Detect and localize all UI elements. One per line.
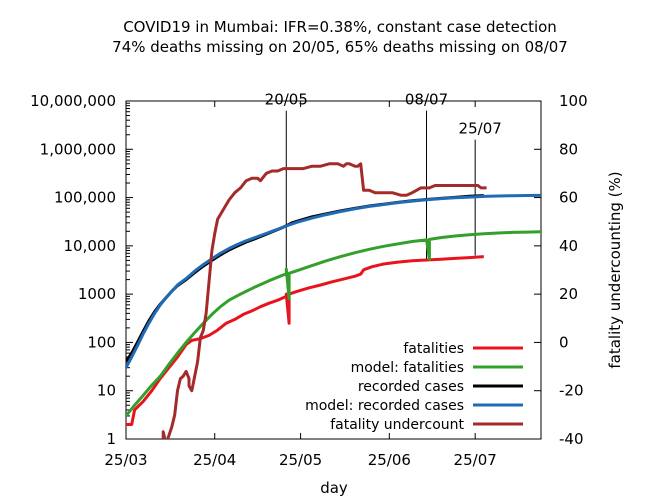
x-tick-label: 25/03 <box>104 451 147 469</box>
y2-tick-label: 100 <box>559 92 588 110</box>
y2-axis-ticks: -40 -20 0 20 40 60 80 100 <box>534 92 588 448</box>
y-axis-ticks: 1 10 100 1000 10,000 100,000 1,000,000 10,000,0… <box>30 92 133 448</box>
annotation-label: 25/07 <box>459 120 502 138</box>
y2-tick-label: 0 <box>559 333 569 351</box>
series-lines <box>126 162 541 439</box>
legend-label-fatalities: fatalities <box>403 341 464 357</box>
x-axis-label: day <box>320 479 348 497</box>
annotations: 20/05 08/07 25/07 <box>265 91 502 275</box>
y2-tick-label: 60 <box>559 189 578 207</box>
legend-label-model-recorded-cases: model: recorded cases <box>305 398 464 414</box>
x-tick-label: 25/04 <box>193 451 236 469</box>
x-tick-label: 25/05 <box>279 451 322 469</box>
y2-tick-label: -20 <box>559 382 584 400</box>
legend-label-model-fatalities: model: fatalities <box>351 360 464 376</box>
y2-tick-label: -40 <box>559 430 584 448</box>
chart-title: COVID19 in Mumbai: IFR=0.38%, constant c… <box>123 18 557 36</box>
y-tick-label: 10,000,000 <box>30 92 116 110</box>
plot-frame <box>125 100 542 440</box>
y-tick-label: 10 <box>97 382 116 400</box>
legend-label-fatality-undercount: fatality undercount <box>330 417 464 433</box>
series-line-fatality-undercount <box>161 162 487 439</box>
y-tick-label: 10,000 <box>64 237 117 255</box>
series-line-fatalities <box>126 255 484 426</box>
y-tick-label: 1,000,000 <box>40 140 116 158</box>
y-tick-label: 100 <box>87 333 116 351</box>
y2-tick-label: 40 <box>559 237 578 255</box>
chart-subtitle: 74% deaths missing on 20/05, 65% deaths … <box>112 38 568 56</box>
legend-label-recorded-cases: recorded cases <box>358 379 464 395</box>
x-axis-ticks: 25/03 25/04 25/05 25/06 25/07 <box>104 101 497 469</box>
series-line-model-fatalities <box>126 230 541 417</box>
plot-border <box>125 100 542 440</box>
y2-axis-label: fatality undercounting (%) <box>606 171 624 368</box>
x-tick-label: 25/06 <box>368 451 411 469</box>
y-tick-label: 100,000 <box>54 189 116 207</box>
annotation-label: 20/05 <box>265 91 308 109</box>
y-tick-label: 1000 <box>78 285 116 303</box>
series-line-model-recorded-cases <box>126 193 541 369</box>
x-tick-label: 25/07 <box>454 451 497 469</box>
y2-tick-label: 20 <box>559 285 578 303</box>
annotation-label: 08/07 <box>405 91 448 109</box>
y2-tick-label: 80 <box>559 140 578 158</box>
y-tick-label: 1 <box>106 430 116 448</box>
legend: fatalities model: fatalities recorded case… <box>305 341 523 433</box>
